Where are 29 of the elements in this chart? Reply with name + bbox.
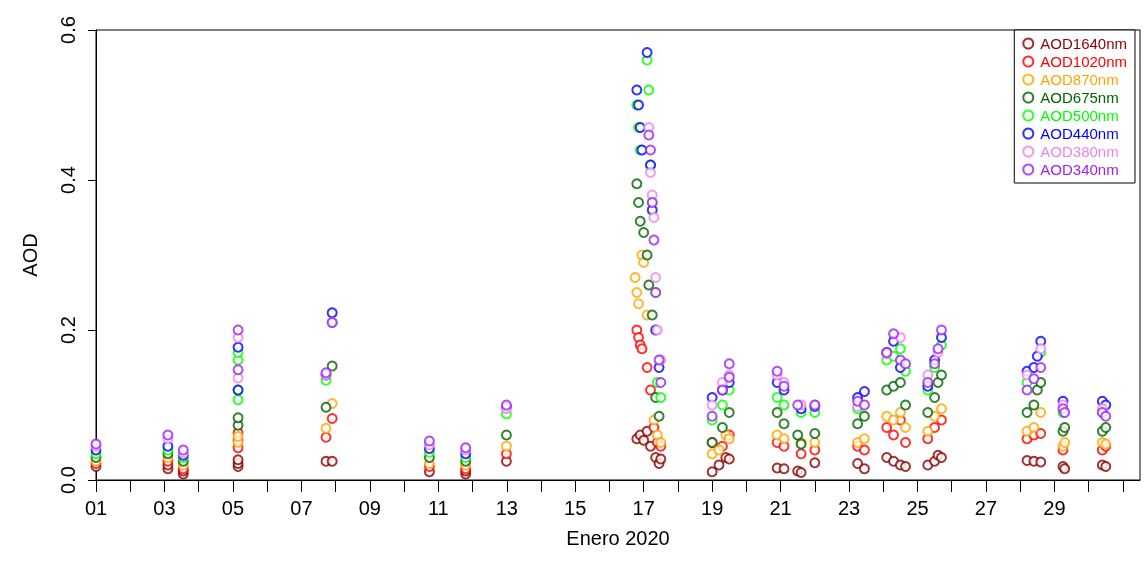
x-tick-label: 01: [84, 497, 108, 519]
legend-label: AOD380nm: [1040, 143, 1119, 160]
x-tick-label: 05: [221, 497, 245, 519]
y-tick-label: 0.4: [57, 166, 79, 194]
x-axis-title: Enero 2020: [566, 527, 670, 549]
legend-label: AOD440nm: [1040, 125, 1119, 142]
y-axis-title: AOD: [19, 233, 41, 277]
legend-label: AOD1020nm: [1040, 53, 1128, 70]
legend-label: AOD675nm: [1040, 89, 1119, 106]
x-tick-label: 19: [701, 497, 724, 519]
y-tick-label: 0.0: [57, 466, 79, 494]
x-tick-label: 09: [358, 497, 381, 519]
y-tick-label: 0.2: [57, 316, 79, 344]
x-tick-label: 13: [495, 497, 518, 519]
y-tick-label: 0.6: [57, 16, 79, 44]
x-tick-label: 23: [837, 497, 861, 519]
legend-label: AOD1640nm: [1040, 35, 1128, 52]
legend-label: AOD500nm: [1040, 107, 1119, 124]
x-tick-label: 07: [290, 497, 313, 519]
x-tick-label: 17: [632, 497, 655, 519]
legend-label: AOD870nm: [1040, 71, 1119, 88]
x-tick-label: 29: [1043, 497, 1066, 519]
x-tick-label: 27: [974, 497, 998, 519]
x-tick-label: 11: [427, 497, 449, 519]
x-tick-label: 03: [153, 497, 176, 519]
x-tick-label: 15: [564, 497, 587, 519]
x-tick-label: 25: [906, 497, 929, 519]
legend-label: AOD340nm: [1040, 161, 1119, 178]
x-tick-label: 21: [769, 497, 792, 519]
